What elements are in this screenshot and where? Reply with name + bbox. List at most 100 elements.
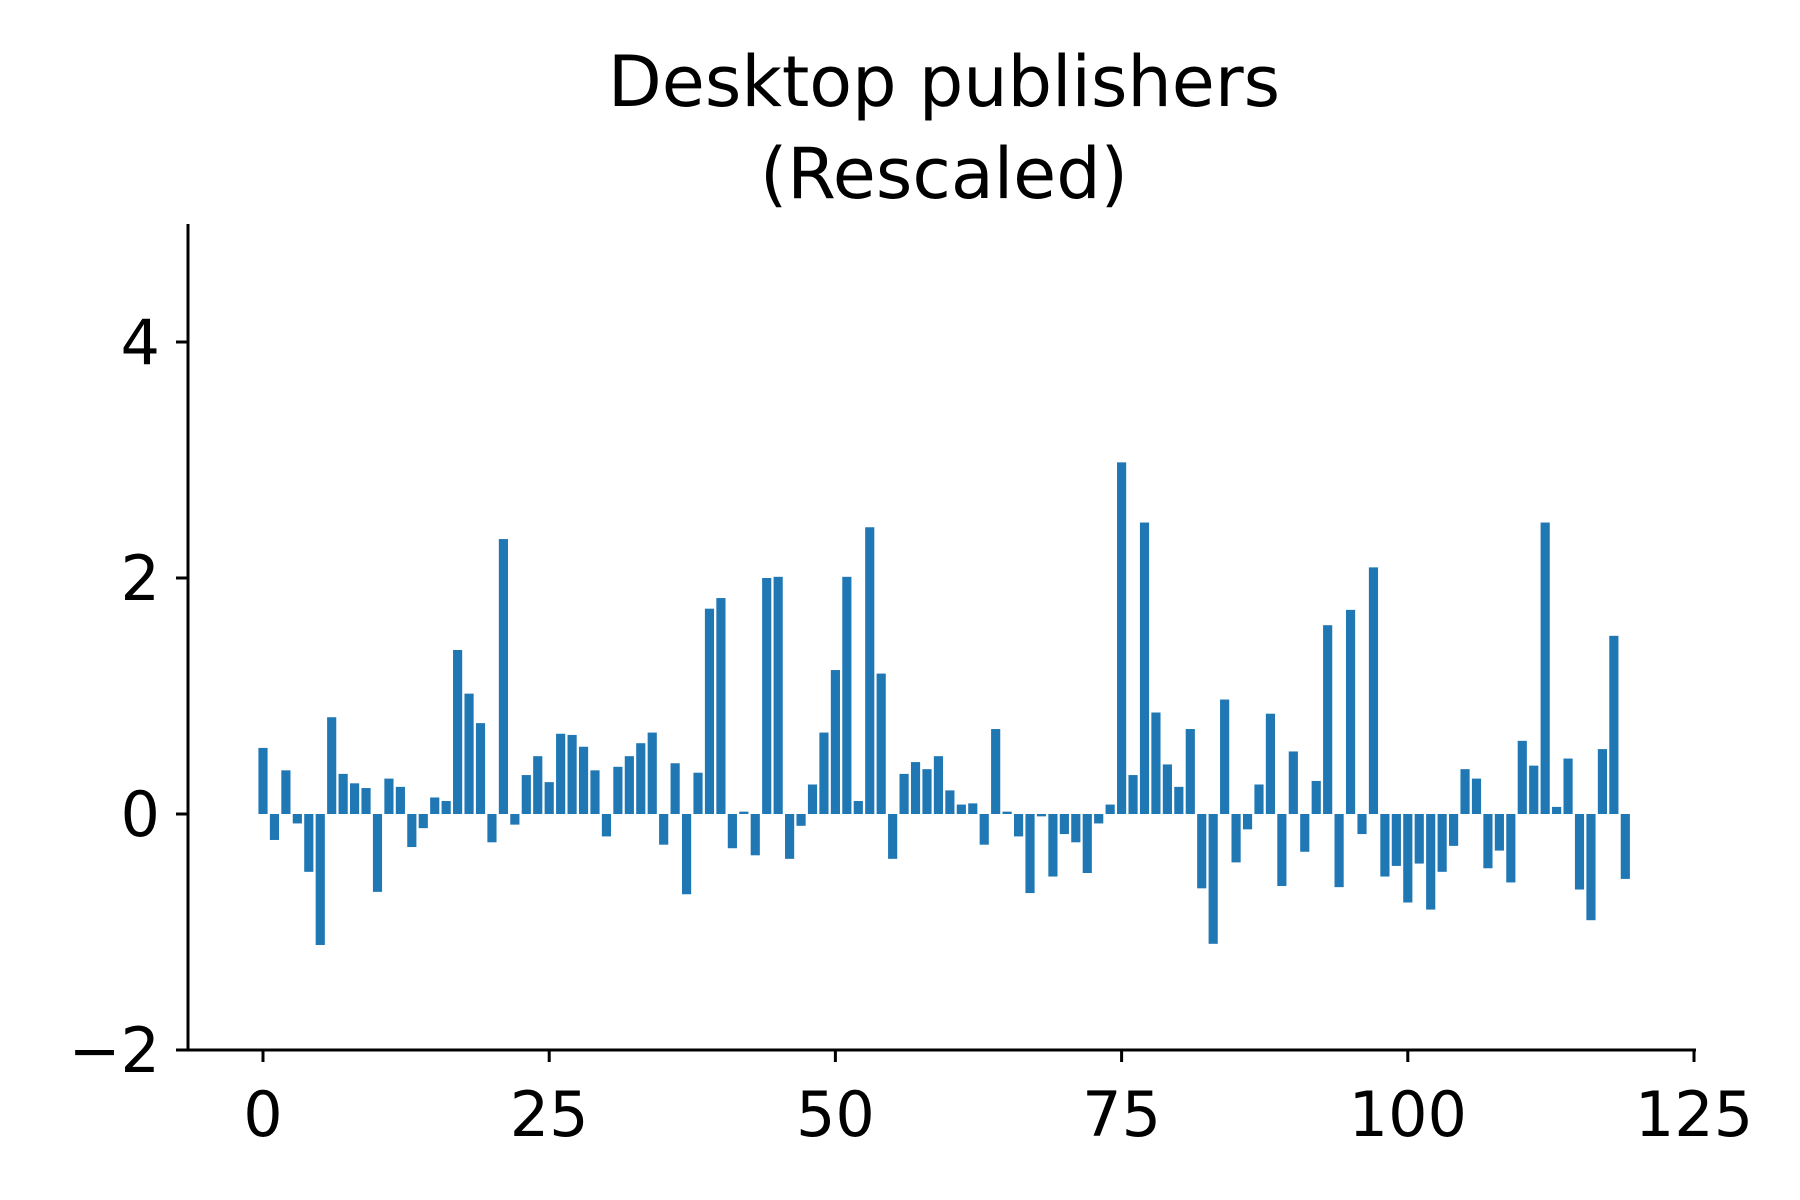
bar <box>876 673 886 814</box>
bar <box>1197 814 1207 889</box>
bar <box>1242 814 1253 830</box>
bar <box>1162 764 1172 814</box>
bar <box>865 527 875 814</box>
bar <box>372 814 383 892</box>
bar <box>544 782 554 814</box>
bar <box>1437 814 1447 872</box>
bar <box>1013 814 1024 837</box>
bar <box>281 770 291 814</box>
bar <box>1265 713 1275 814</box>
bar <box>956 804 966 814</box>
bar <box>979 814 989 845</box>
bar <box>1517 740 1527 814</box>
bar <box>1426 814 1436 910</box>
bar <box>922 769 932 814</box>
bar <box>624 756 634 814</box>
bar <box>453 649 463 814</box>
bar <box>739 811 749 814</box>
bar <box>1220 699 1230 814</box>
bar <box>899 773 909 814</box>
bar <box>475 723 486 814</box>
bar <box>384 778 394 814</box>
bar <box>1471 778 1482 814</box>
x-tick-label: 125 <box>1635 1078 1753 1151</box>
bar <box>750 814 760 856</box>
bar <box>1357 814 1367 835</box>
bar <box>842 576 852 814</box>
y-tick-label: 2 <box>121 542 160 615</box>
bar <box>1334 814 1344 888</box>
bar <box>1380 814 1390 877</box>
bar <box>1620 814 1630 879</box>
x-tick-label: 25 <box>510 1078 589 1151</box>
bar <box>933 756 944 814</box>
bar <box>1174 786 1184 814</box>
bar <box>1059 814 1069 835</box>
bar <box>727 814 737 849</box>
bar <box>1048 814 1058 877</box>
bar <box>1460 769 1470 814</box>
bar <box>819 732 829 814</box>
bar <box>487 814 497 843</box>
bar <box>1345 609 1356 814</box>
bar <box>773 576 783 814</box>
bar <box>1105 804 1115 814</box>
bar <box>338 773 348 814</box>
bar <box>1449 814 1459 846</box>
bar <box>1403 814 1413 903</box>
bar <box>1094 814 1104 824</box>
bar <box>659 814 669 845</box>
bar <box>1552 806 1562 814</box>
bar <box>498 539 508 814</box>
bar <box>830 670 840 814</box>
bar <box>716 598 726 814</box>
chart-title-line1: Desktop publishers <box>608 41 1280 123</box>
bar-series <box>258 462 1630 945</box>
bar <box>258 747 268 814</box>
bar <box>1151 712 1161 814</box>
y-axis-ticks: −2 0 2 4 <box>69 306 188 1087</box>
bar <box>945 790 955 814</box>
bar <box>1483 814 1493 869</box>
bar <box>407 814 417 848</box>
bar <box>670 763 680 814</box>
bar <box>292 814 302 824</box>
bar <box>430 797 440 814</box>
bar <box>1139 522 1150 814</box>
bar <box>1071 814 1081 843</box>
bar <box>1414 814 1424 864</box>
bar <box>1563 758 1573 814</box>
x-axis-ticks: 0 25 50 75 100 125 <box>243 1050 1753 1151</box>
bar <box>327 717 337 814</box>
bar <box>510 814 520 825</box>
bar <box>1391 814 1401 866</box>
bar <box>418 814 428 829</box>
bar <box>1323 625 1333 814</box>
y-tick-label: −2 <box>69 1014 160 1087</box>
bar <box>1277 814 1287 886</box>
bar <box>762 578 772 814</box>
bar <box>1185 729 1195 814</box>
bar <box>853 801 863 814</box>
bar <box>1506 814 1516 883</box>
axes <box>186 224 1696 1052</box>
bar <box>647 732 657 814</box>
bar <box>704 608 715 814</box>
bar <box>1036 814 1047 817</box>
bar <box>269 814 280 840</box>
bar <box>1254 784 1264 814</box>
bar <box>1025 814 1035 894</box>
bar <box>1597 749 1607 814</box>
bar <box>1208 814 1218 944</box>
bar <box>1300 814 1310 852</box>
bar <box>601 814 612 837</box>
bar <box>441 801 451 814</box>
bar <box>968 803 978 814</box>
bar <box>315 814 325 945</box>
bar <box>521 775 531 814</box>
bar <box>796 814 806 826</box>
bar <box>556 733 566 814</box>
y-tick-label: 0 <box>121 778 160 851</box>
bar <box>1288 751 1298 814</box>
